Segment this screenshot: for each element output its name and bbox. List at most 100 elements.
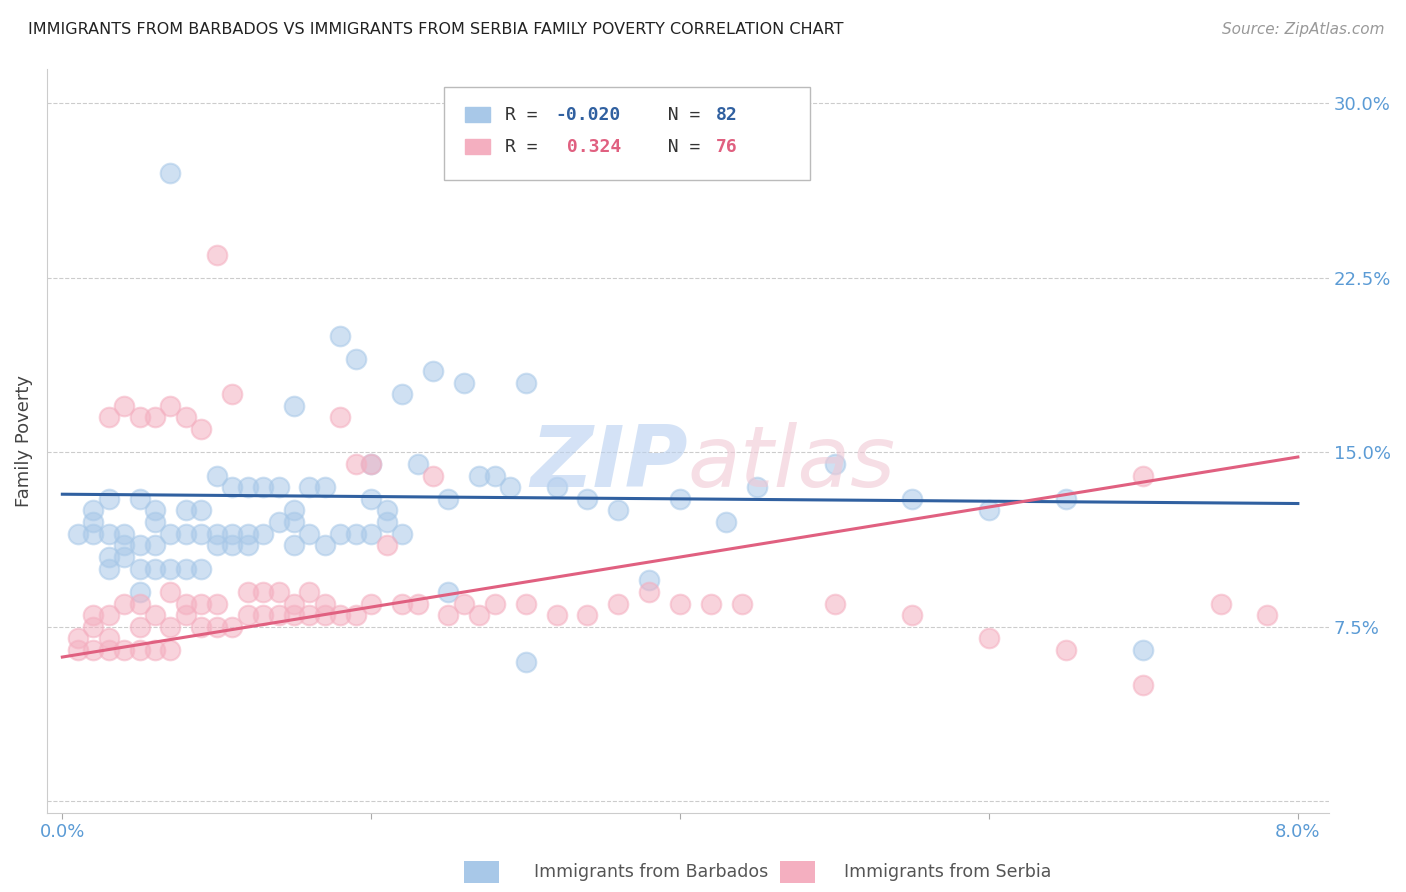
Point	[484, 597, 506, 611]
Point	[159, 399, 181, 413]
Point	[128, 585, 150, 599]
Point	[314, 538, 336, 552]
Point	[82, 608, 104, 623]
Point	[221, 620, 243, 634]
Point	[499, 480, 522, 494]
Point	[267, 608, 290, 623]
Point	[159, 562, 181, 576]
Point	[174, 526, 197, 541]
Text: Immigrants from Serbia: Immigrants from Serbia	[844, 863, 1050, 881]
Point	[252, 608, 274, 623]
Point	[82, 503, 104, 517]
Point	[143, 515, 166, 529]
Point	[669, 491, 692, 506]
FancyBboxPatch shape	[465, 139, 491, 154]
Point	[97, 632, 120, 646]
Point	[1132, 678, 1154, 692]
Point	[66, 632, 89, 646]
Point	[977, 632, 1000, 646]
Point	[515, 597, 537, 611]
Point	[283, 597, 305, 611]
Point	[977, 503, 1000, 517]
Text: R =: R =	[505, 137, 548, 156]
Point	[344, 457, 367, 471]
Point	[267, 515, 290, 529]
Point	[576, 491, 599, 506]
Point	[314, 480, 336, 494]
Point	[824, 597, 846, 611]
Point	[298, 608, 321, 623]
Point	[174, 503, 197, 517]
Text: R =: R =	[505, 105, 548, 124]
Point	[375, 515, 398, 529]
Text: 82: 82	[716, 105, 738, 124]
Point	[283, 503, 305, 517]
Point	[360, 491, 382, 506]
Point	[747, 480, 769, 494]
Point	[205, 526, 228, 541]
Point	[97, 562, 120, 576]
Point	[66, 526, 89, 541]
Point	[700, 597, 723, 611]
Point	[437, 585, 460, 599]
Point	[174, 562, 197, 576]
Point	[174, 608, 197, 623]
Point	[391, 597, 413, 611]
Point	[221, 480, 243, 494]
Point	[283, 399, 305, 413]
Point	[468, 608, 491, 623]
Point	[205, 247, 228, 261]
Point	[314, 597, 336, 611]
Point	[1132, 643, 1154, 657]
Text: IMMIGRANTS FROM BARBADOS VS IMMIGRANTS FROM SERBIA FAMILY POVERTY CORRELATION CH: IMMIGRANTS FROM BARBADOS VS IMMIGRANTS F…	[28, 22, 844, 37]
Point	[267, 480, 290, 494]
Point	[546, 480, 568, 494]
Point	[112, 597, 135, 611]
Point	[344, 608, 367, 623]
Point	[1132, 468, 1154, 483]
Point	[128, 643, 150, 657]
Point	[607, 503, 630, 517]
Point	[391, 526, 413, 541]
FancyBboxPatch shape	[465, 107, 491, 122]
Point	[112, 643, 135, 657]
Point	[112, 538, 135, 552]
Point	[128, 597, 150, 611]
Point	[360, 526, 382, 541]
Point	[731, 597, 754, 611]
Point	[360, 457, 382, 471]
Point	[128, 538, 150, 552]
Point	[1054, 491, 1077, 506]
Point	[283, 608, 305, 623]
Point	[900, 491, 922, 506]
Point	[128, 562, 150, 576]
Point	[159, 643, 181, 657]
Point	[112, 549, 135, 564]
Point	[221, 387, 243, 401]
Point	[453, 376, 475, 390]
Point	[143, 643, 166, 657]
Point	[900, 608, 922, 623]
Point	[143, 562, 166, 576]
Text: 0.324: 0.324	[555, 137, 621, 156]
Point	[375, 503, 398, 517]
Y-axis label: Family Poverty: Family Poverty	[15, 375, 32, 507]
Point	[143, 538, 166, 552]
Point	[97, 608, 120, 623]
Text: Source: ZipAtlas.com: Source: ZipAtlas.com	[1222, 22, 1385, 37]
Point	[221, 526, 243, 541]
Point	[298, 585, 321, 599]
Point	[484, 468, 506, 483]
Point	[453, 597, 475, 611]
Point	[128, 620, 150, 634]
Point	[128, 491, 150, 506]
Point	[143, 503, 166, 517]
Point	[283, 538, 305, 552]
Point	[252, 585, 274, 599]
Point	[607, 597, 630, 611]
Point	[190, 526, 212, 541]
Point	[236, 538, 259, 552]
Point	[205, 468, 228, 483]
Point	[329, 608, 352, 623]
FancyBboxPatch shape	[444, 87, 810, 180]
